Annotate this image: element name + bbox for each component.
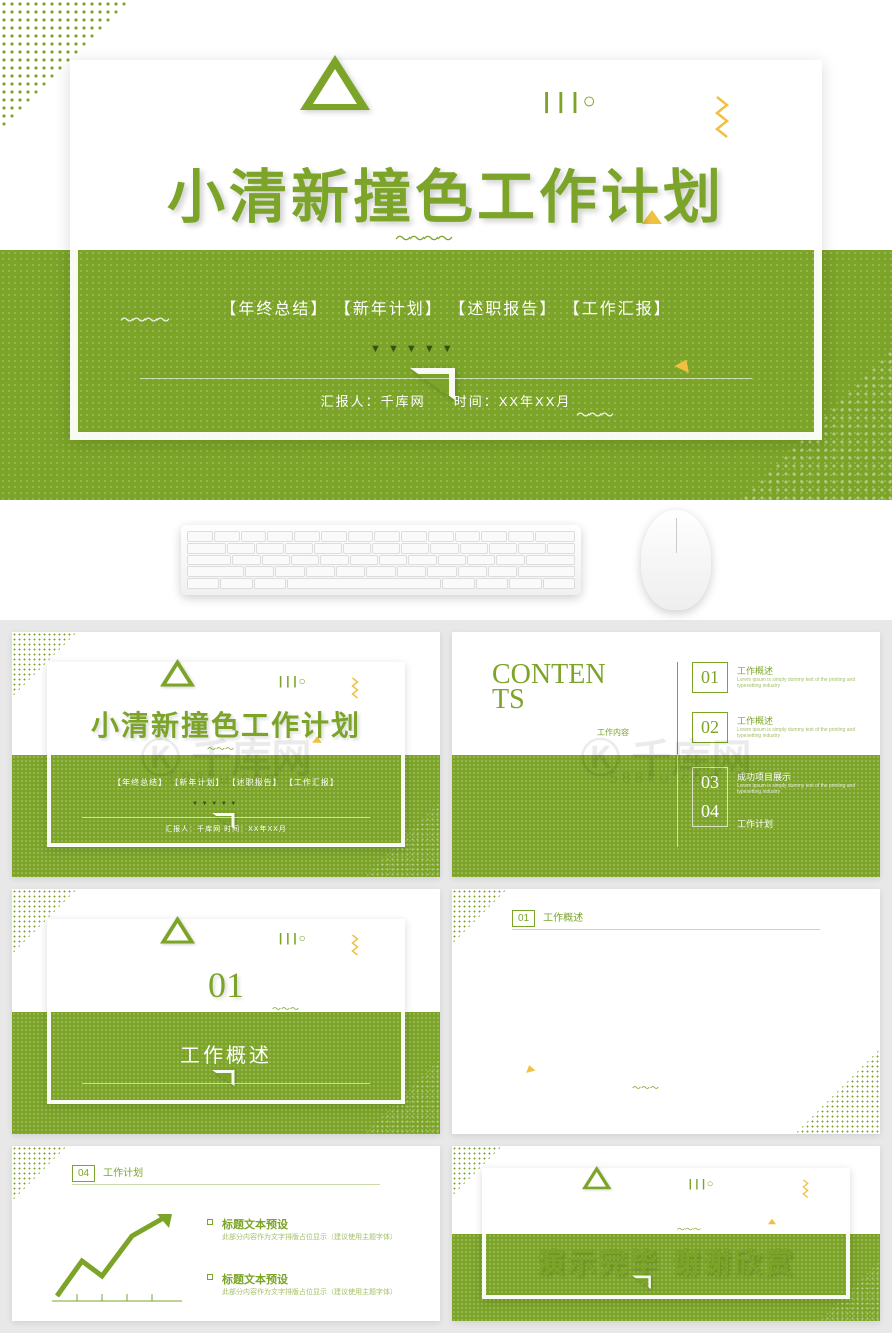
squiggle-icon	[712, 95, 732, 145]
arrow-chart-icon	[47, 1206, 187, 1306]
triangle-row-icon: ▼ ▼ ▼ ▼ ▼	[370, 343, 455, 355]
thumb-slide-4: 01工作概述 〜〜〜	[452, 889, 880, 1134]
section-label: 工作概述	[12, 1039, 440, 1068]
mouse-icon	[641, 510, 711, 610]
thumb-footer: 汇报人：千库网 时间：XX年XX月	[82, 817, 370, 834]
bars-decor: |||○	[540, 90, 597, 115]
thumb-slide-3: |||○ 〜〜〜 01 工作概述	[12, 889, 440, 1134]
breadcrumb: 04工作计划	[72, 1164, 143, 1179]
breadcrumb: 01工作概述	[512, 909, 583, 924]
hero-slide: 〜〜〜〜 |||○ 小清新撞色工作计划 【年终总结】 【新年计划】 【述职报告】…	[0, 0, 892, 500]
hero-title: 小清新撞色工作计划	[0, 150, 892, 234]
section-number: 01	[12, 964, 440, 1006]
thumb-slide-5: 04工作计划 标题文本预设 此部分内容作为文字排版占位显示（建议使用主题字体） …	[12, 1146, 440, 1321]
thumb-title: 小清新撞色工作计划	[12, 704, 440, 744]
thumbnail-grid: |||○ 〜〜〜 小清新撞色工作计划 【年终总结】 【新年计划】 【述职报告】 …	[0, 620, 892, 1333]
keyboard-mouse-row	[0, 500, 892, 620]
hero-footer: 汇报人：千库网 时间：XX年XX月	[140, 378, 752, 410]
triangle-icon	[300, 55, 370, 110]
zigzag-decor: 〜〜〜〜	[120, 310, 168, 330]
contents-heading: CONTENTS	[492, 662, 606, 712]
keyboard-icon	[181, 525, 581, 595]
thumb-slide-1: |||○ 〜〜〜 小清新撞色工作计划 【年终总结】 【新年计划】 【述职报告】 …	[12, 632, 440, 877]
watermark-url: 588ku.com	[609, 770, 723, 788]
thanks-title: 演示完毕 谢谢欣赏	[452, 1241, 880, 1281]
thumb-slide-6: |||○ 〜〜〜 演示完毕 谢谢欣赏	[452, 1146, 880, 1321]
watermark-url: 588ku.com	[169, 770, 283, 788]
thumb-slide-2: CONTENTS 工作内容 01 工作概述 Lorem ipsum is sim…	[452, 632, 880, 877]
